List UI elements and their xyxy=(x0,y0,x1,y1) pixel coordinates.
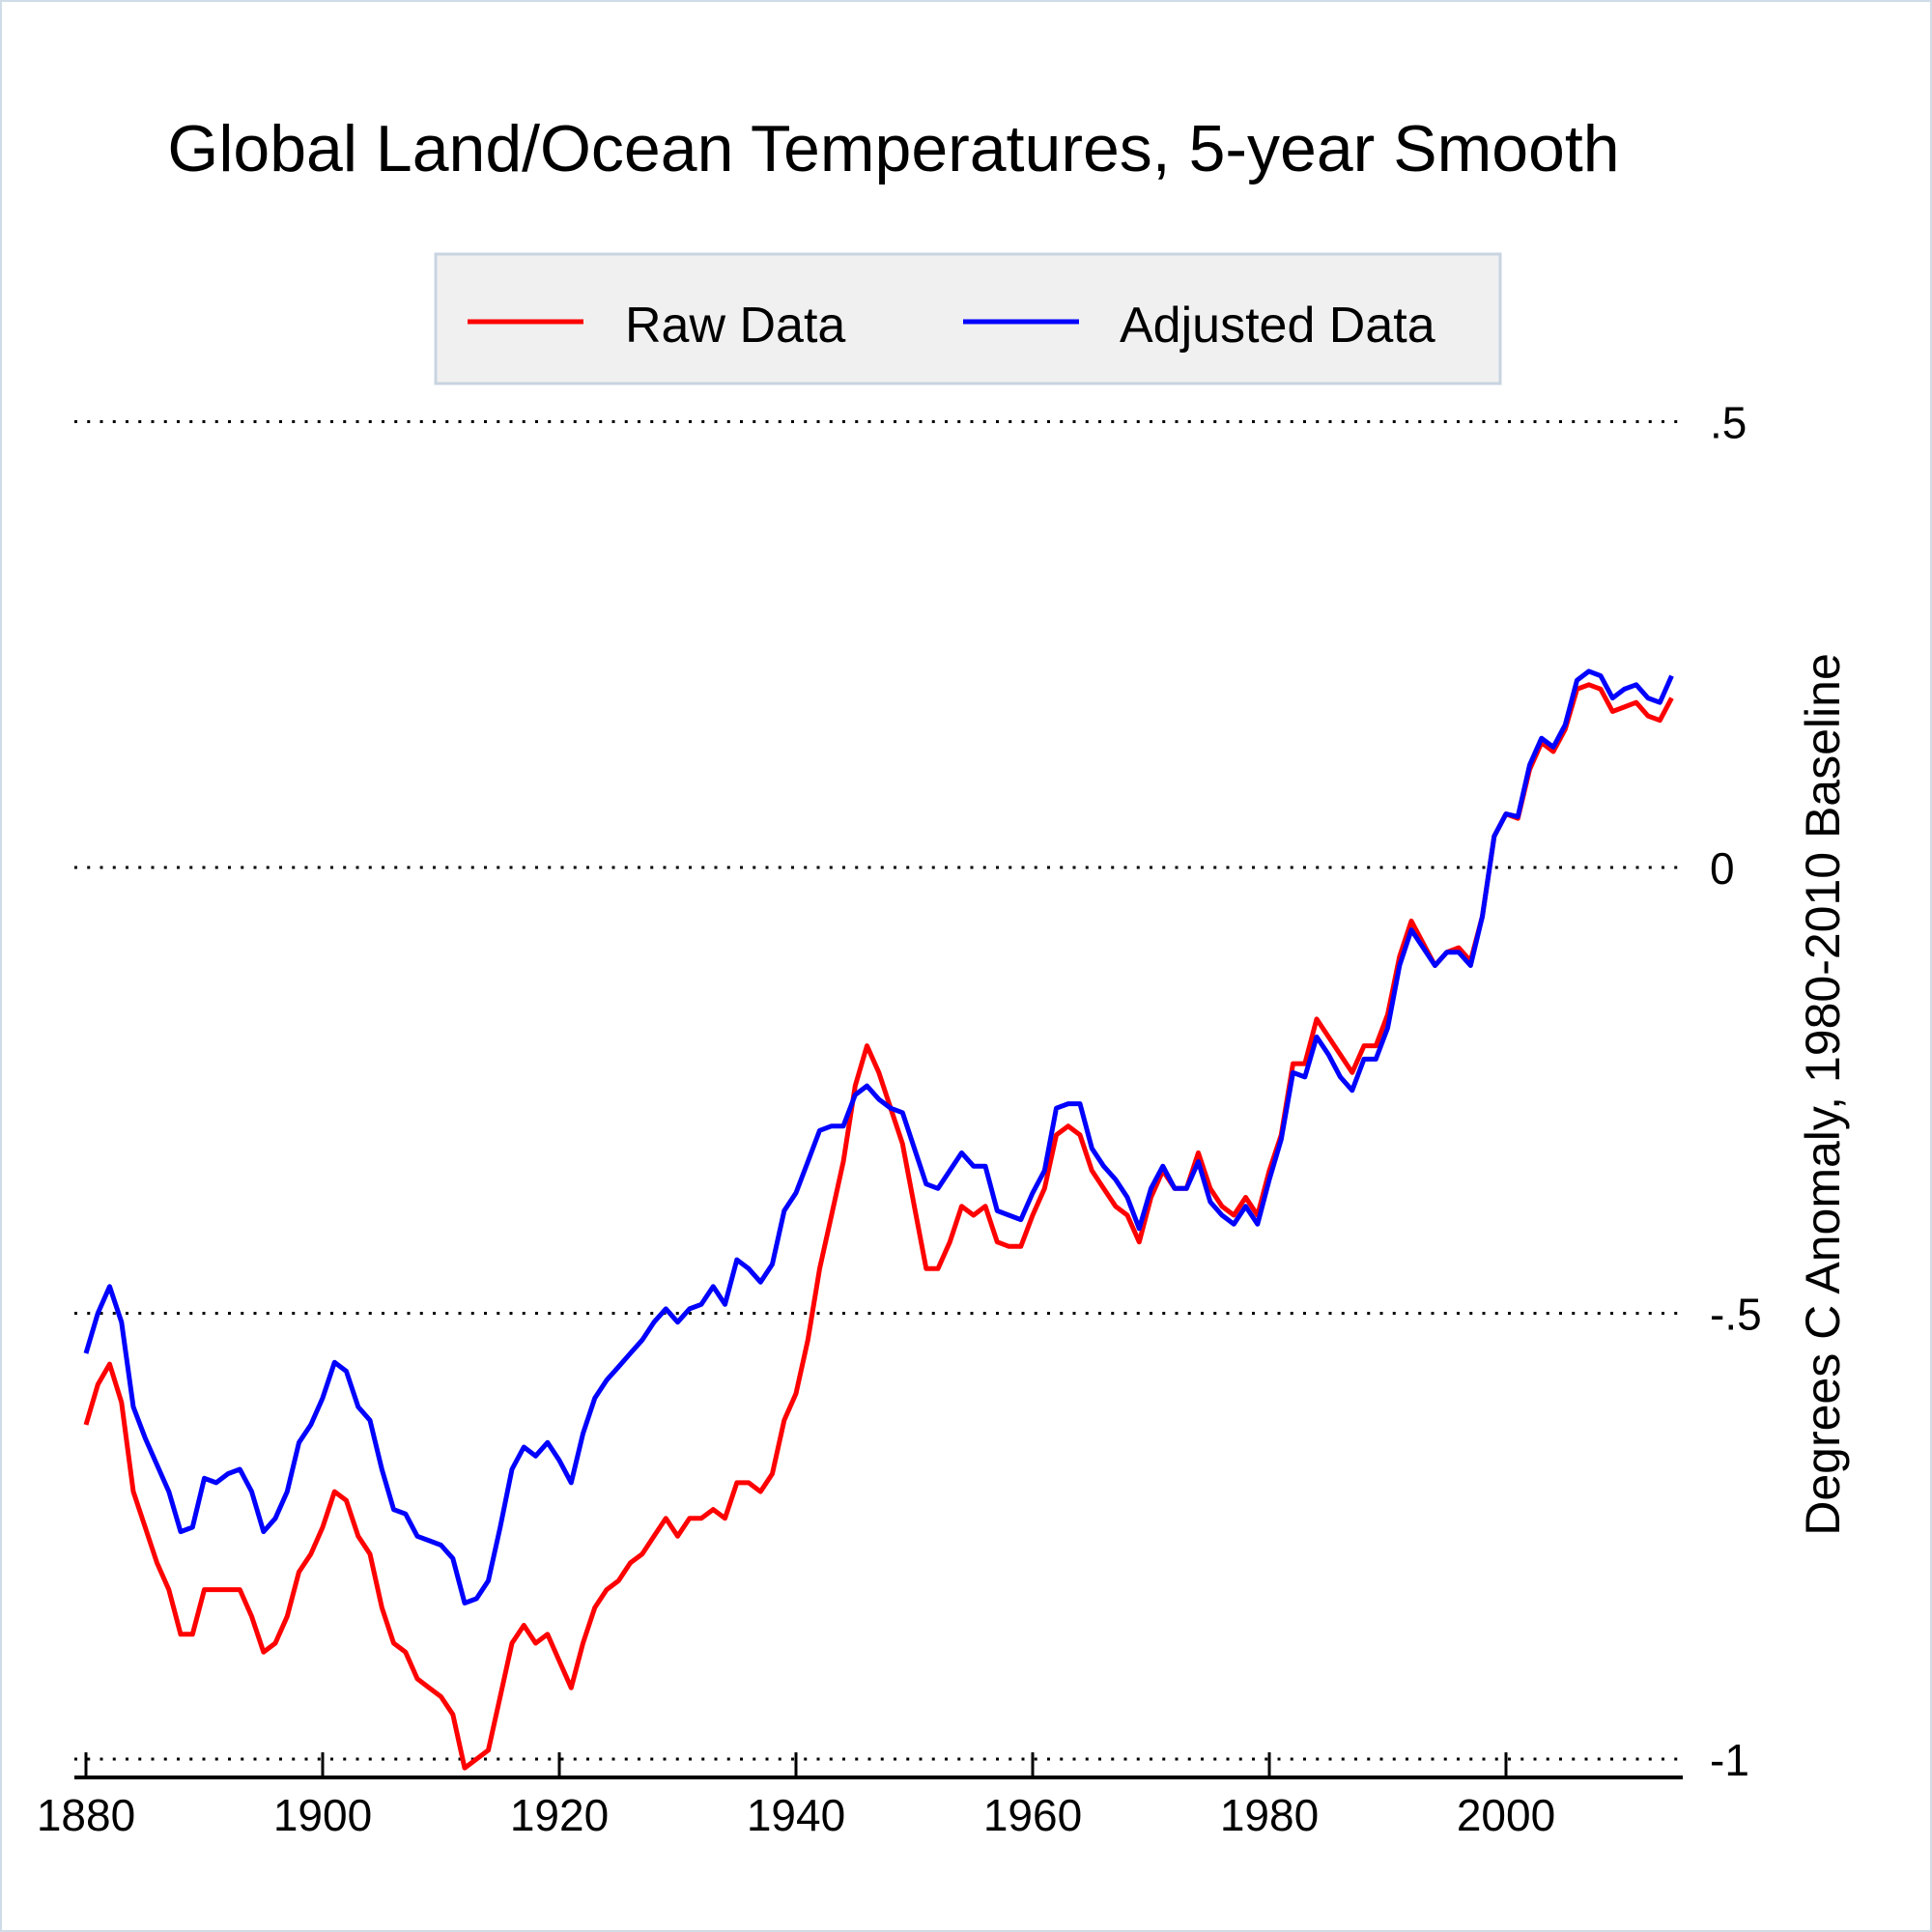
legend-label-raw: Raw Data xyxy=(625,298,845,354)
y-tick-label: -.5 xyxy=(1710,1290,1762,1340)
x-tick-label: 1980 xyxy=(1220,1790,1319,1840)
adjusted-data-line xyxy=(83,668,1674,1605)
x-tick-label: 1880 xyxy=(37,1790,135,1840)
raw-data-line xyxy=(83,682,1674,1771)
x-tick-label: 1960 xyxy=(983,1790,1082,1840)
y-tick-label: -1 xyxy=(1710,1735,1749,1785)
x-tick-label: 1900 xyxy=(273,1790,372,1840)
y-tick-label: .5 xyxy=(1710,398,1747,448)
series-lines xyxy=(83,668,1674,1771)
y-axis-label: Degrees C Anomaly, 1980-2010 Baseline xyxy=(1796,653,1850,1536)
legend: Raw Data Adjusted Data xyxy=(434,252,1502,385)
legend-label-adjusted: Adjusted Data xyxy=(1120,298,1435,354)
y-tick-label: 0 xyxy=(1710,843,1735,894)
x-axis: 1880 1900 1920 1940 1960 1980 2000 xyxy=(37,1752,1683,1840)
x-tick-label: 2000 xyxy=(1457,1790,1555,1840)
chart-title: Global Land/Ocean Temperatures, 5-year S… xyxy=(167,112,1619,185)
y-tick-labels: .5 0 -.5 -1 xyxy=(1710,398,1762,1786)
x-tick-label: 1940 xyxy=(747,1790,845,1840)
gridlines xyxy=(74,420,1679,1761)
x-tick-label: 1920 xyxy=(510,1790,609,1840)
legend-box xyxy=(434,252,1502,385)
